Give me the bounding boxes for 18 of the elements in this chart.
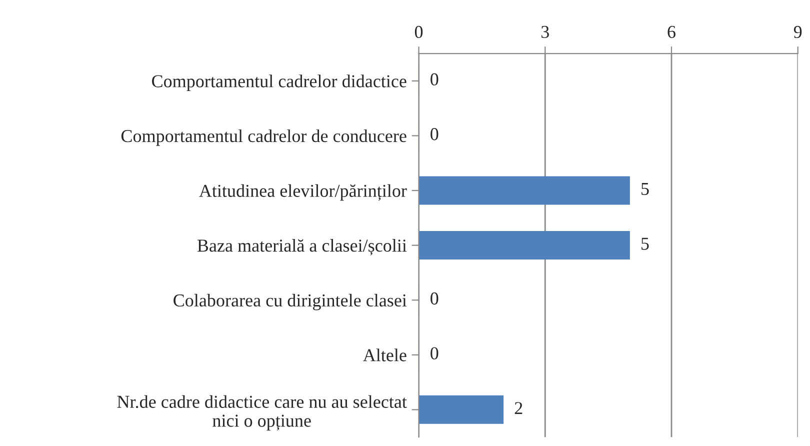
y-tick-label: Comportamentul cadrelor didactice	[152, 74, 406, 92]
y-tick-label: Atitudinea elevilor/părinților	[199, 184, 407, 201]
data-label: 0	[430, 73, 438, 86]
y-tick-label: Comportamentul cadrelor de conducere	[121, 129, 406, 146]
x-tick-label: 9	[794, 26, 802, 38]
x-tick-label: 3	[541, 26, 549, 38]
y-tick-label: Colaborarea cu dirigintele clasei	[174, 294, 407, 310]
y-tick-label: Nr.de cadre didactice care nu au selectat nici o opțiune	[117, 395, 407, 430]
data-label: 5	[642, 183, 649, 196]
data-label: 2	[514, 402, 522, 414]
x-tick-label: 0	[414, 26, 423, 38]
data-label: 0	[430, 347, 438, 360]
data-label: 0	[430, 128, 438, 140]
y-tick-label: Baza materială a clasei/școlii	[197, 239, 407, 256]
data-label: 5	[642, 238, 649, 250]
y-tick-label: Altele	[363, 348, 406, 362]
data-label: 0	[430, 292, 438, 305]
x-tick-label: 6	[668, 26, 676, 38]
